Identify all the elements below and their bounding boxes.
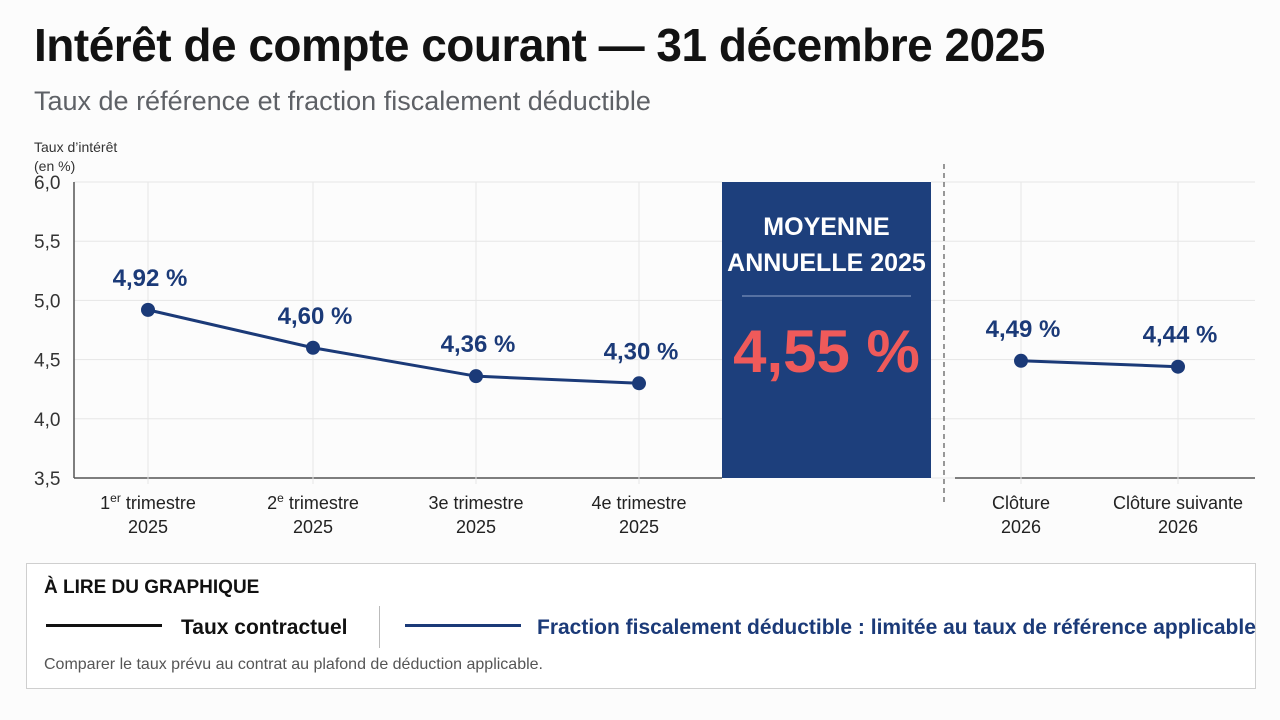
data-point <box>632 376 646 391</box>
x-tick-label: 2026 <box>1158 517 1198 537</box>
legend-label-contract-rate: Taux contractuel <box>181 616 348 639</box>
legend-swatch-contract-rate <box>46 624 162 627</box>
series-line-panel-2 <box>1020 359 1179 369</box>
data-label: 4,30 % <box>604 338 679 365</box>
data-point <box>1014 353 1028 368</box>
data-point <box>469 369 483 384</box>
y-tick-label: 5,5 <box>34 232 60 253</box>
x-tick-label: 4e trimestre <box>591 493 686 513</box>
legend-swatch-deductible <box>405 624 521 627</box>
chart-title: Intérêt de compte courant — 31 décembre … <box>34 19 1045 71</box>
average-title: MOYENNE <box>763 213 889 241</box>
data-label: 4,92 % <box>113 265 188 292</box>
x-tick-label: 2e trimestre <box>267 491 359 513</box>
data-point <box>141 302 155 317</box>
x-tick-label: 2025 <box>128 517 168 537</box>
data-point <box>1171 359 1185 374</box>
x-tick-label: 2025 <box>456 517 496 537</box>
y-tick-label: 5,0 <box>34 291 60 312</box>
data-label: 4,44 % <box>1143 322 1218 349</box>
chart-subtitle: Taux de référence et fraction fiscalemen… <box>34 86 651 116</box>
legend-label-deductible: Fraction fiscalement déductible : limité… <box>537 616 1256 639</box>
average-value: 4,55 % <box>733 318 920 385</box>
x-tick-label: 2025 <box>293 517 333 537</box>
y-tick-label: 4,0 <box>34 410 60 431</box>
legend-note: Comparer le taux prévu au contrat au pla… <box>44 656 543 673</box>
y-tick-label: 3,5 <box>34 469 60 490</box>
x-tick-label: 3e trimestre <box>428 493 523 513</box>
series-line-panel-1 <box>147 308 640 385</box>
x-tick-label: Clôture <box>992 493 1050 513</box>
data-label: 4,60 % <box>278 303 353 330</box>
y-tick-label: 6,0 <box>34 173 60 194</box>
x-tick-label: 2025 <box>619 517 659 537</box>
legend-divider <box>379 606 380 648</box>
average-highlight-box <box>722 182 931 478</box>
data-label: 4,36 % <box>441 331 516 358</box>
x-tick-label: 2026 <box>1001 517 1041 537</box>
x-tick-label: Clôture suivante <box>1113 493 1243 513</box>
average-title: ANNUELLE 2025 <box>727 249 926 277</box>
legend-box: À LIRE DU GRAPHIQUE Taux contractuel Fra… <box>26 563 1256 689</box>
data-point <box>306 340 320 355</box>
data-label: 4,49 % <box>986 316 1061 343</box>
y-axis-label: (en %) <box>34 158 75 174</box>
y-axis-label: Taux d’intérêt <box>34 139 117 155</box>
line-chart: 6,0 5,5 5,0 4,5 4,0 3,5 Taux d’intérêt (en %) 1e… <box>34 139 1255 537</box>
legend-heading: À LIRE DU GRAPHIQUE <box>44 577 260 598</box>
y-tick-label: 4,5 <box>34 351 60 372</box>
x-tick-label: 1er trimestre <box>100 491 196 513</box>
